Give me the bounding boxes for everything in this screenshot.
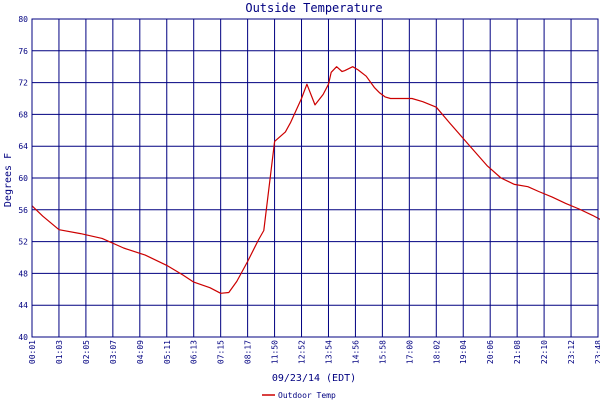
chart-title: Outside Temperature <box>245 1 382 15</box>
y-tick-label: 56 <box>18 206 28 215</box>
x-tick-label: 17:00 <box>405 340 414 364</box>
x-tick-label: 22:10 <box>540 340 549 364</box>
y-tick-label: 76 <box>18 47 28 56</box>
x-tick-label: 21:08 <box>513 340 522 364</box>
y-tick-labels: 40 44 48 52 56 60 64 68 72 76 80 <box>18 15 28 342</box>
x-tick-label: 00:01 <box>28 340 37 364</box>
series-line-outdoor-temp <box>31 66 600 294</box>
plot-frame <box>31 18 599 338</box>
x-tick-label: 14:56 <box>351 340 360 364</box>
x-tick-label: 23:12 <box>567 340 576 364</box>
x-tick-label: 19:04 <box>459 340 468 364</box>
series-layer <box>31 66 600 294</box>
y-tick-label: 48 <box>18 269 28 278</box>
x-tick-label: 03:07 <box>109 340 118 364</box>
y-axis-label: Degrees F <box>3 153 14 207</box>
x-tick-label: 15:58 <box>378 340 387 364</box>
x-tick-label: 11:50 <box>271 340 280 364</box>
x-tick-label: 12:52 <box>298 340 307 364</box>
x-tick-label: 04:09 <box>136 340 145 364</box>
x-axis-label: 09/23/14 (EDT) <box>272 373 356 384</box>
y-tick-label: 68 <box>18 110 28 119</box>
x-tick-label: 13:54 <box>324 340 333 364</box>
x-tick-label: 07:15 <box>217 340 226 364</box>
x-tick-label: 20:06 <box>486 340 495 364</box>
legend-label: Outdoor Temp <box>278 391 336 400</box>
x-tick-label: 05:11 <box>163 340 172 364</box>
y-tick-label: 80 <box>18 15 28 24</box>
x-tick-label: 06:13 <box>190 340 199 364</box>
y-tick-label: 44 <box>18 301 28 310</box>
x-tick-labels: 00:01 01:03 02:05 03:07 04:09 05:11 06:13 07:15… <box>28 340 600 364</box>
x-tick-label: 02:05 <box>82 340 91 364</box>
legend: Outdoor Temp <box>262 391 336 400</box>
x-tick-label: 23:48 <box>594 340 600 364</box>
y-tick-label: 60 <box>18 174 28 183</box>
x-tick-label: 01:03 <box>55 340 64 364</box>
y-tick-label: 40 <box>18 333 28 342</box>
x-tick-label: 18:02 <box>432 340 441 364</box>
y-tick-label: 64 <box>18 142 28 151</box>
x-tick-label: 08:17 <box>244 340 253 364</box>
y-tick-label: 52 <box>18 238 28 247</box>
y-tick-label: 72 <box>18 79 28 88</box>
